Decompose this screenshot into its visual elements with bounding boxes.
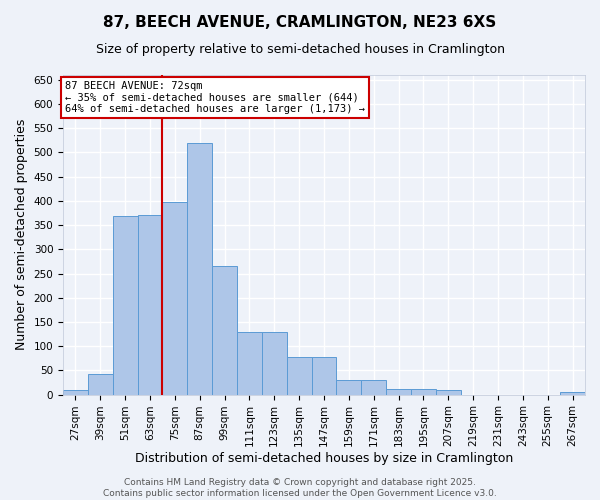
Bar xyxy=(337,380,361,394)
Bar xyxy=(262,332,287,394)
Bar xyxy=(287,358,311,395)
Bar xyxy=(436,390,461,394)
Bar xyxy=(88,374,113,394)
X-axis label: Distribution of semi-detached houses by size in Cramlington: Distribution of semi-detached houses by … xyxy=(135,452,513,465)
Bar xyxy=(560,392,585,394)
Y-axis label: Number of semi-detached properties: Number of semi-detached properties xyxy=(15,119,28,350)
Bar xyxy=(137,216,163,394)
Bar xyxy=(63,390,88,394)
Bar xyxy=(212,266,237,394)
Bar xyxy=(187,143,212,395)
Text: 87 BEECH AVENUE: 72sqm
← 35% of semi-detached houses are smaller (644)
64% of se: 87 BEECH AVENUE: 72sqm ← 35% of semi-det… xyxy=(65,81,365,114)
Bar xyxy=(311,358,337,395)
Text: Contains HM Land Registry data © Crown copyright and database right 2025.
Contai: Contains HM Land Registry data © Crown c… xyxy=(103,478,497,498)
Bar xyxy=(411,390,436,394)
Bar xyxy=(113,216,137,394)
Bar xyxy=(237,332,262,394)
Bar xyxy=(361,380,386,394)
Bar xyxy=(386,390,411,394)
Text: Size of property relative to semi-detached houses in Cramlington: Size of property relative to semi-detach… xyxy=(95,42,505,56)
Bar xyxy=(163,202,187,394)
Text: 87, BEECH AVENUE, CRAMLINGTON, NE23 6XS: 87, BEECH AVENUE, CRAMLINGTON, NE23 6XS xyxy=(103,15,497,30)
